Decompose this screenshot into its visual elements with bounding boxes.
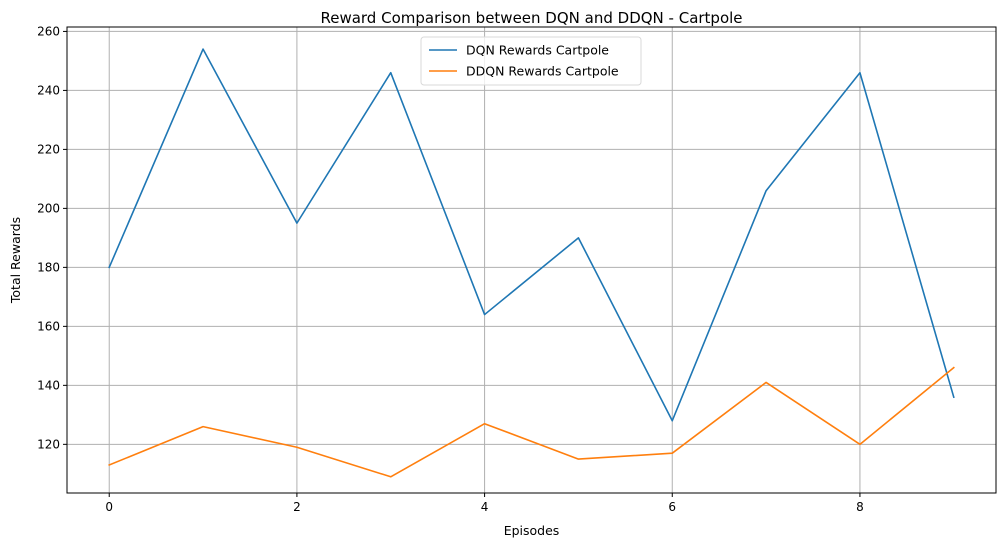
y-tick-label: 260 (37, 24, 60, 38)
tick-layer: 0 2 4 6 8 120 140 160 180 200 220 240 260 (37, 24, 864, 514)
legend-label-ddqn: DDQN Rewards Cartpole (466, 64, 619, 79)
y-tick-label: 140 (37, 378, 60, 392)
series-layer (108, 48, 955, 478)
y-tick-label: 160 (37, 319, 60, 333)
x-tick-label: 8 (856, 500, 864, 514)
grid-layer (67, 27, 996, 493)
series-line-dqn (108, 48, 955, 422)
y-axis-label: Total Rewards (8, 217, 23, 304)
chart-title: Reward Comparison between DQN and DDQN -… (320, 9, 742, 27)
x-tick-label: 0 (105, 500, 113, 514)
x-tick-label: 6 (668, 500, 676, 514)
legend-items: DQN Rewards Cartpole DDQN Rewards Cartpol… (429, 43, 619, 79)
y-tick-label: 240 (37, 83, 60, 97)
y-tick-label: 220 (37, 142, 60, 156)
y-tick-label: 120 (37, 437, 60, 451)
y-tick-label: 180 (37, 260, 60, 274)
legend-box (420, 36, 642, 86)
axes-frame (66, 26, 997, 494)
legend: DQN Rewards Cartpole DDQN Rewards Cartpol… (420, 36, 642, 86)
x-tick-label: 2 (293, 500, 301, 514)
x-axis-label: Episodes (504, 523, 560, 538)
y-tick-label: 200 (37, 201, 60, 215)
x-tick-label: 4 (481, 500, 489, 514)
legend-label-dqn: DQN Rewards Cartpole (466, 43, 609, 58)
series-line-ddqn (108, 366, 955, 478)
